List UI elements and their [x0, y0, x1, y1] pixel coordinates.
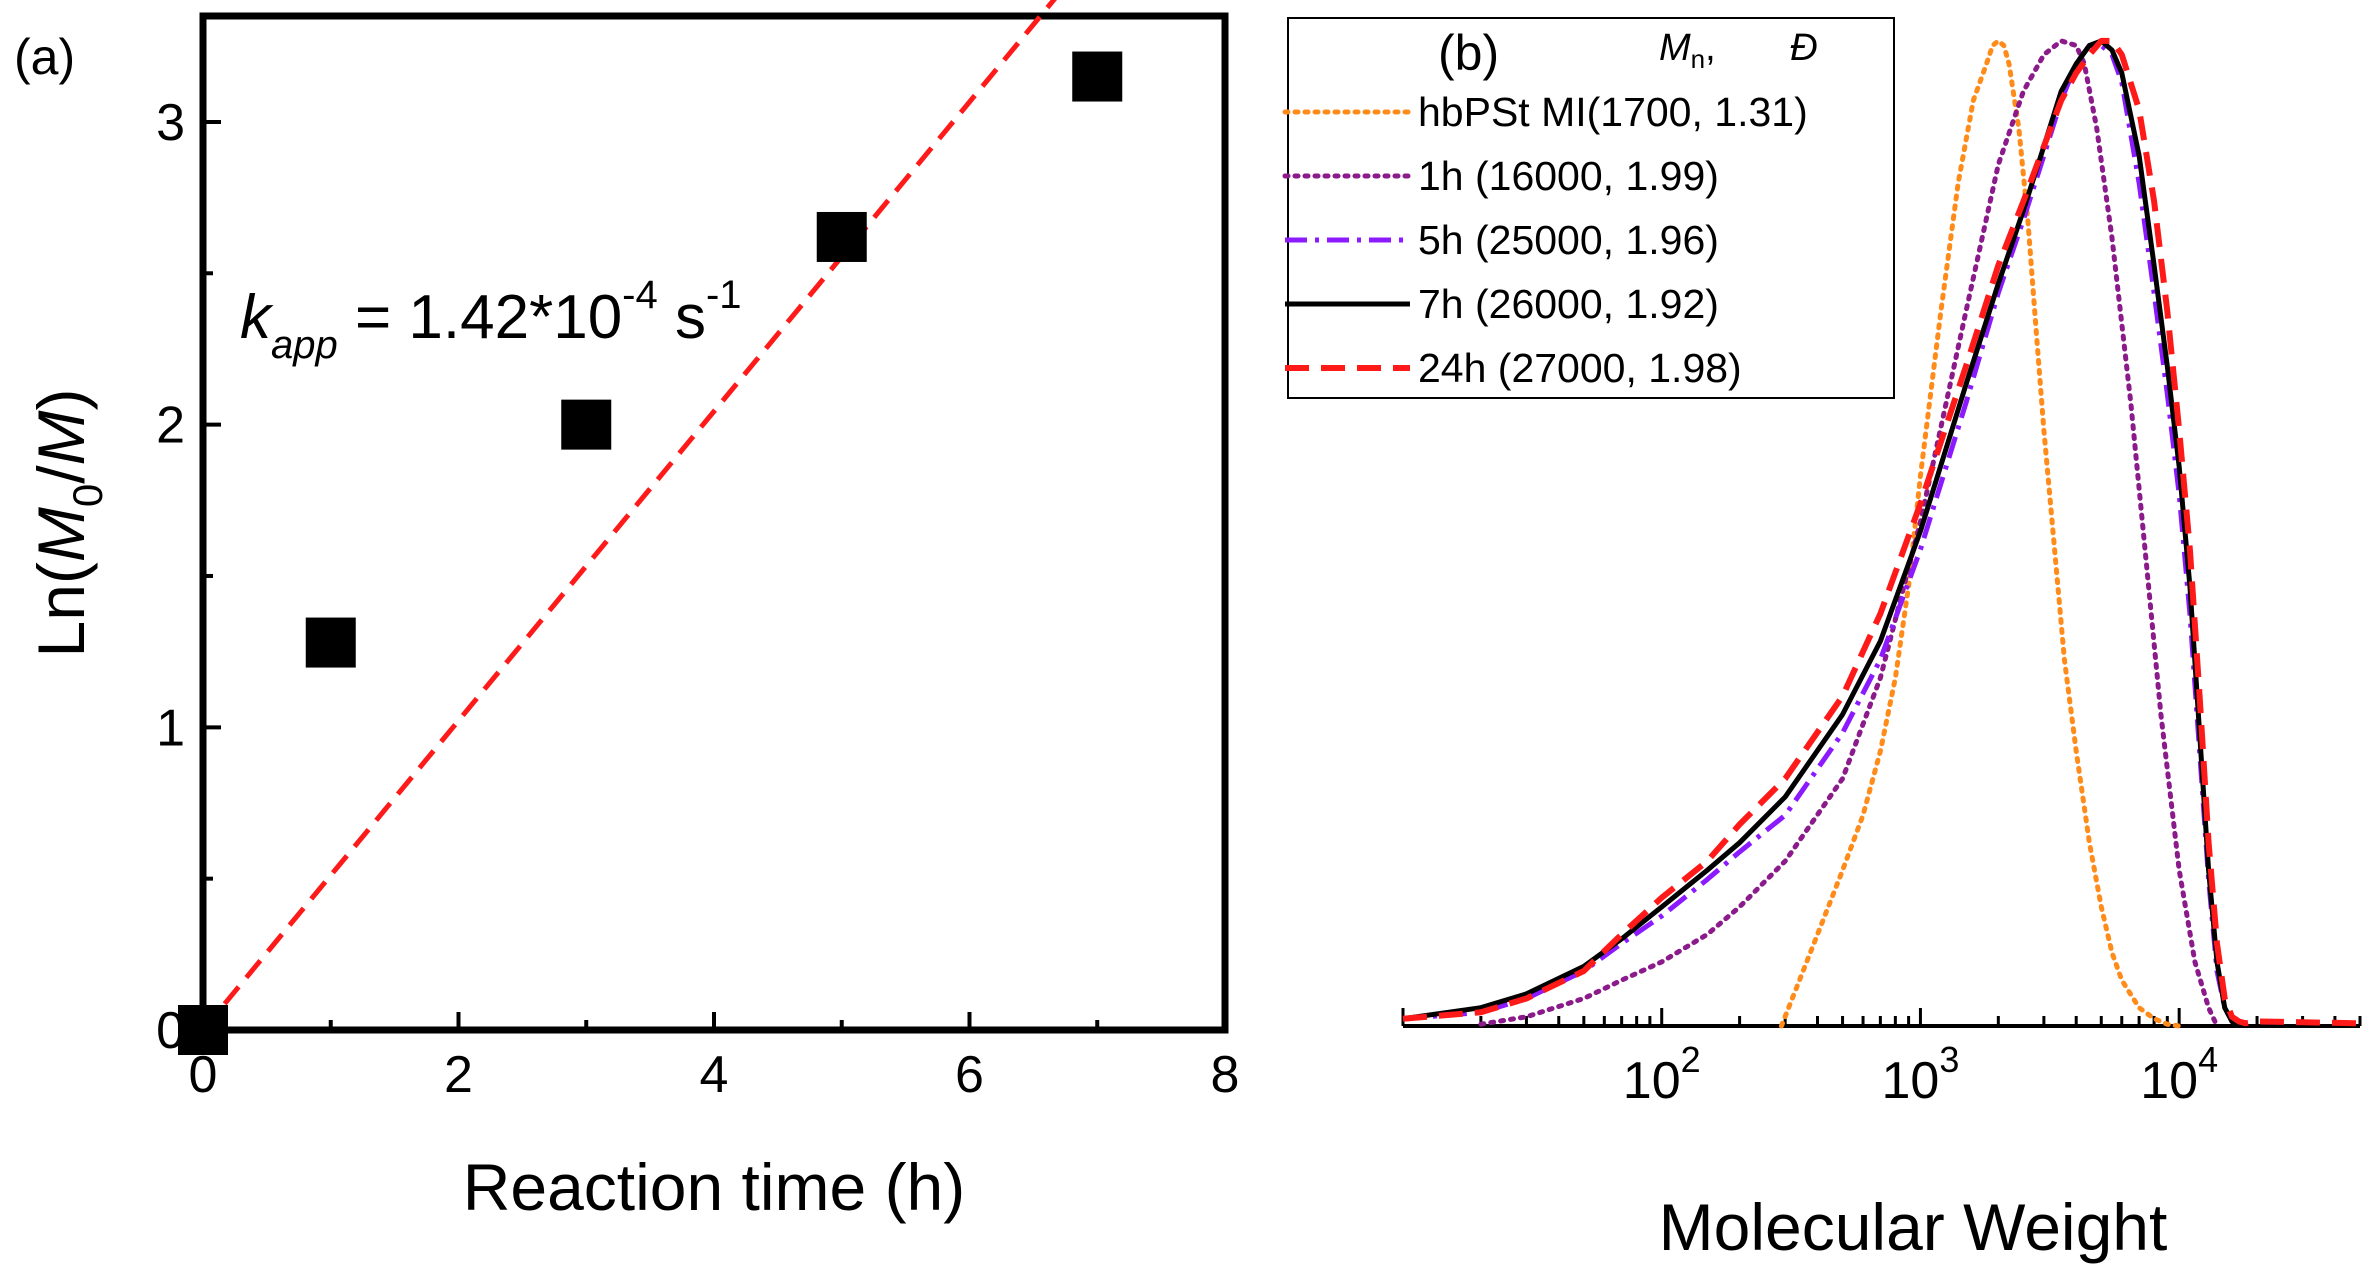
fit-line-group	[201, 0, 1057, 1032]
x-tick-label-a-1: 2	[444, 1046, 473, 1104]
legend-label-2: 5h (25000, 1.96)	[1418, 217, 1719, 263]
legend-label-1: 1h (16000, 1.99)	[1418, 153, 1719, 199]
annotation-eq: = 1.42*10	[338, 283, 622, 352]
legend-header-m: M	[1659, 27, 1691, 69]
fit-line	[201, 0, 1057, 1032]
x-tick-label-b-base: 10	[1882, 1052, 1940, 1110]
y-tick-label-a-2: 2	[156, 397, 185, 455]
series-line-0	[1778, 38, 2182, 1029]
data-point-0	[178, 1005, 228, 1055]
axis-b-ticks: 102 103 104	[1401, 1008, 2362, 1110]
legend-header-d: Đ	[1790, 27, 1817, 69]
x-tick-label-a-4: 8	[1211, 1046, 1240, 1104]
series-line-2	[1402, 43, 2241, 1029]
legend-label-3: 7h (26000, 1.92)	[1418, 281, 1719, 327]
series-group-b	[1402, 37, 2361, 1029]
annotation-k: k	[240, 283, 274, 352]
legend-label-4: 24h (27000, 1.98)	[1418, 345, 1742, 391]
x-tick-label-b-0: 102	[1623, 1039, 1701, 1110]
x-tick-label-b-base: 10	[1623, 1052, 1681, 1110]
annotation-exp: -4	[622, 273, 658, 317]
x-tick-label-b-base: 10	[2140, 1052, 2198, 1110]
x-tick-label-a-3: 6	[955, 1046, 984, 1104]
x-tick-label-b-exp: 2	[1681, 1039, 1701, 1080]
x-tick-label-a-2: 4	[700, 1046, 729, 1104]
legend-box	[1287, 17, 1895, 399]
data-point-1	[305, 617, 356, 668]
legend-entries: hbPSt MI(1700, 1.31) 1h (16000, 1.99) 5h (…	[1282, 89, 1808, 391]
y-tick-label-a-3: 3	[156, 94, 185, 152]
series-line-3	[1402, 38, 2241, 1029]
annotation-kapp: kapp = 1.42*10-4 s-1	[240, 273, 742, 367]
y-title-sub0: 0	[64, 484, 111, 507]
x-tick-label-b-exp: 4	[2198, 1039, 2218, 1080]
panel-label-b: (b)	[1438, 25, 1499, 81]
y-title-slash: /	[24, 465, 98, 484]
legend-b: (b) Mn, Đ hbPSt MI(1700, 1.31) 1h (16000,…	[1282, 17, 1895, 399]
annotation-unit-exp: -1	[706, 273, 742, 317]
y-axis-title-a: Ln(M0/M)	[24, 388, 111, 657]
series-line-4	[1402, 37, 2361, 1027]
y-title-suffix: )	[24, 388, 98, 410]
data-point-3	[816, 211, 867, 262]
y-title-m0: M	[24, 507, 98, 562]
x-tick-label-b-exp: 3	[1939, 1039, 1959, 1080]
data-point-2	[561, 399, 612, 450]
x-tick-label-b-2: 104	[2140, 1039, 2218, 1110]
x-tick-label-a-0: 0	[189, 1046, 218, 1104]
legend-header-mn: Mn,	[1659, 27, 1716, 74]
legend-label-0: hbPSt MI(1700, 1.31)	[1418, 89, 1808, 135]
series-line-1	[1478, 38, 2220, 1029]
annotation-unit: s	[658, 283, 706, 352]
x-axis-title-b: Molecular Weight	[1659, 1190, 2168, 1264]
data-point-4	[1072, 51, 1123, 102]
data-points-group	[178, 51, 1123, 1055]
chart-b: 102 103 104 Molecular Weight (b) Mn, Đ hbP…	[1282, 17, 2362, 1264]
x-axis-title-a: Reaction time (h)	[463, 1150, 966, 1224]
y-title-m: M	[24, 410, 98, 465]
legend-header-n: n	[1691, 44, 1705, 74]
panel-label-a: (a)	[14, 29, 75, 85]
x-tick-label-b-1: 103	[1882, 1039, 1960, 1110]
y-tick-label-a-1: 1	[156, 699, 185, 757]
y-title-prefix: Ln(	[24, 562, 98, 657]
chart-a: 0 2 4 6 8 0 1 2 3 (a) kapp = 1.42*10-4 s-1 React…	[14, 0, 1239, 1224]
plot-a-frame	[199, 12, 1229, 1034]
legend-header-comma: ,	[1705, 27, 1716, 69]
annotation-k-sub: app	[271, 323, 338, 367]
